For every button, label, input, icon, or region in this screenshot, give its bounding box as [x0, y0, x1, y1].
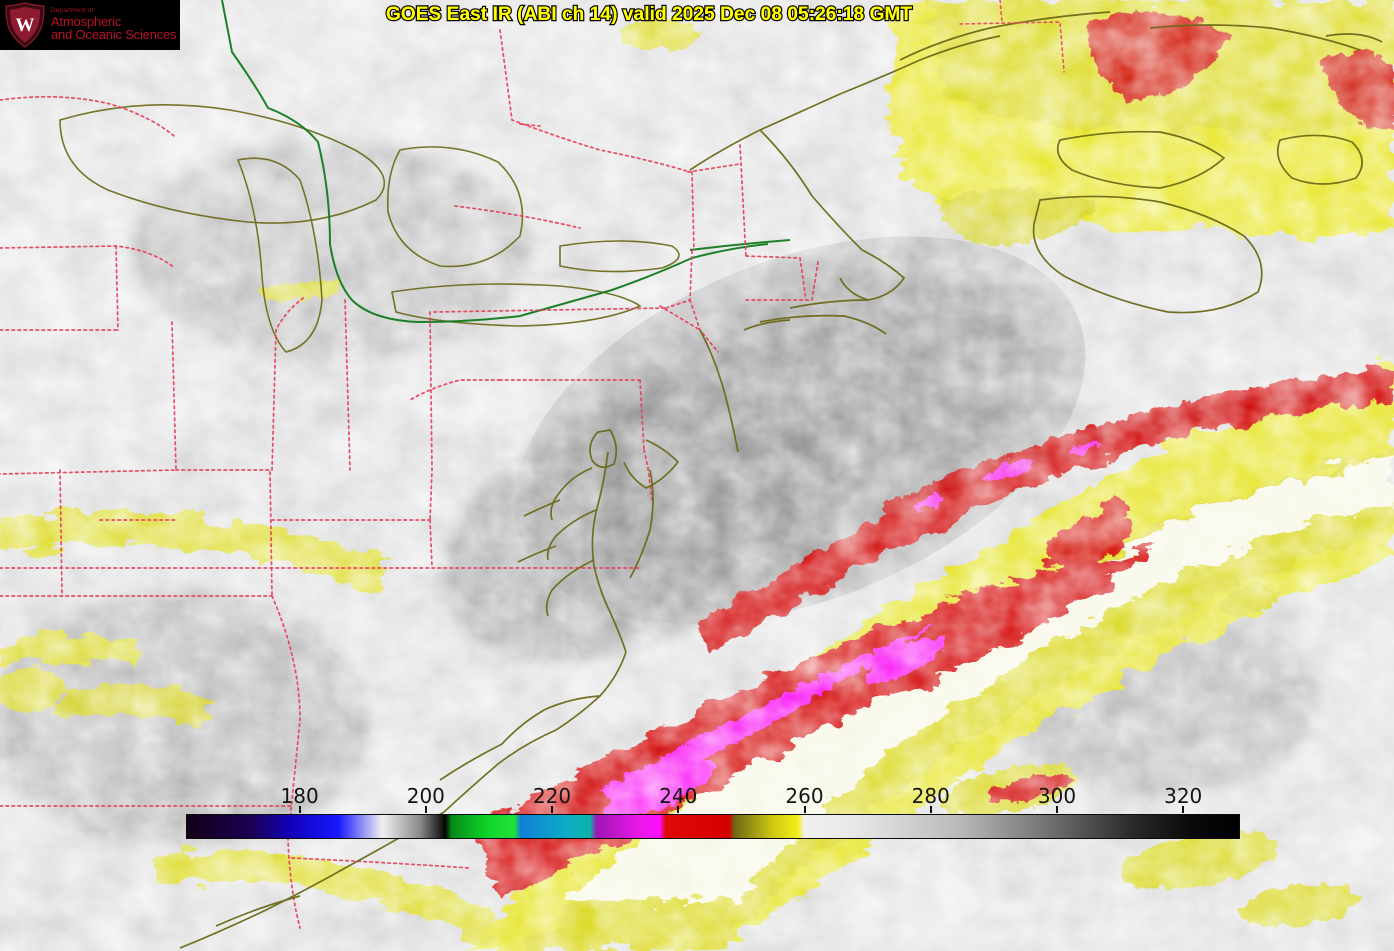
colorbar-labels: 180 200 220 240 260 280 300 320 — [186, 784, 1240, 808]
product-title-outline: GOES East IR (ABI ch 14) valid 2025 Dec … — [385, 3, 914, 27]
colorbar-tick-label: 180 — [280, 784, 319, 808]
colorbar-tick-label: 320 — [1164, 784, 1203, 808]
logo-line-1: Atmospheric — [51, 14, 122, 30]
colorbar-tick-mark — [1182, 806, 1185, 813]
colorbar-tick-mark — [677, 806, 680, 813]
colorbar-tick-mark — [298, 806, 301, 813]
colorbar-tick-mark — [929, 806, 932, 813]
colorbar-gradient-fill — [187, 815, 1239, 838]
colorbar-tick-mark — [1055, 806, 1058, 813]
colorbar-tick-mark — [551, 806, 554, 813]
temperature-colorbar: 180 200 220 240 260 280 300 320 — [186, 784, 1240, 846]
colorbar-tick-label: 300 — [1037, 784, 1077, 808]
colorbar-gradient — [186, 814, 1240, 839]
colorbar-tick-label: 260 — [785, 784, 824, 808]
colorbar-ticks — [186, 806, 1240, 813]
product-title: GOES East IR (ABI ch 14) valid 2025 Dec … — [386, 4, 913, 25]
logo-department-line: Department of — [51, 7, 94, 15]
uw-crest-icon: W — [5, 2, 45, 48]
colorbar-tick-label: 200 — [406, 784, 445, 808]
logo-line-2: and Oceanic Sciences — [51, 27, 177, 43]
colorbar-tick-mark — [803, 806, 806, 813]
crest-letter: W — [16, 15, 35, 36]
colorbar-tick-mark — [424, 806, 427, 813]
colorbar-tick-label: 220 — [532, 784, 572, 808]
colorbar-tick-label: 240 — [659, 784, 698, 808]
uw-aos-logo: W Department of Atmospheric and Oceanic … — [0, 0, 180, 50]
colorbar-tick-label: 280 — [911, 784, 950, 808]
